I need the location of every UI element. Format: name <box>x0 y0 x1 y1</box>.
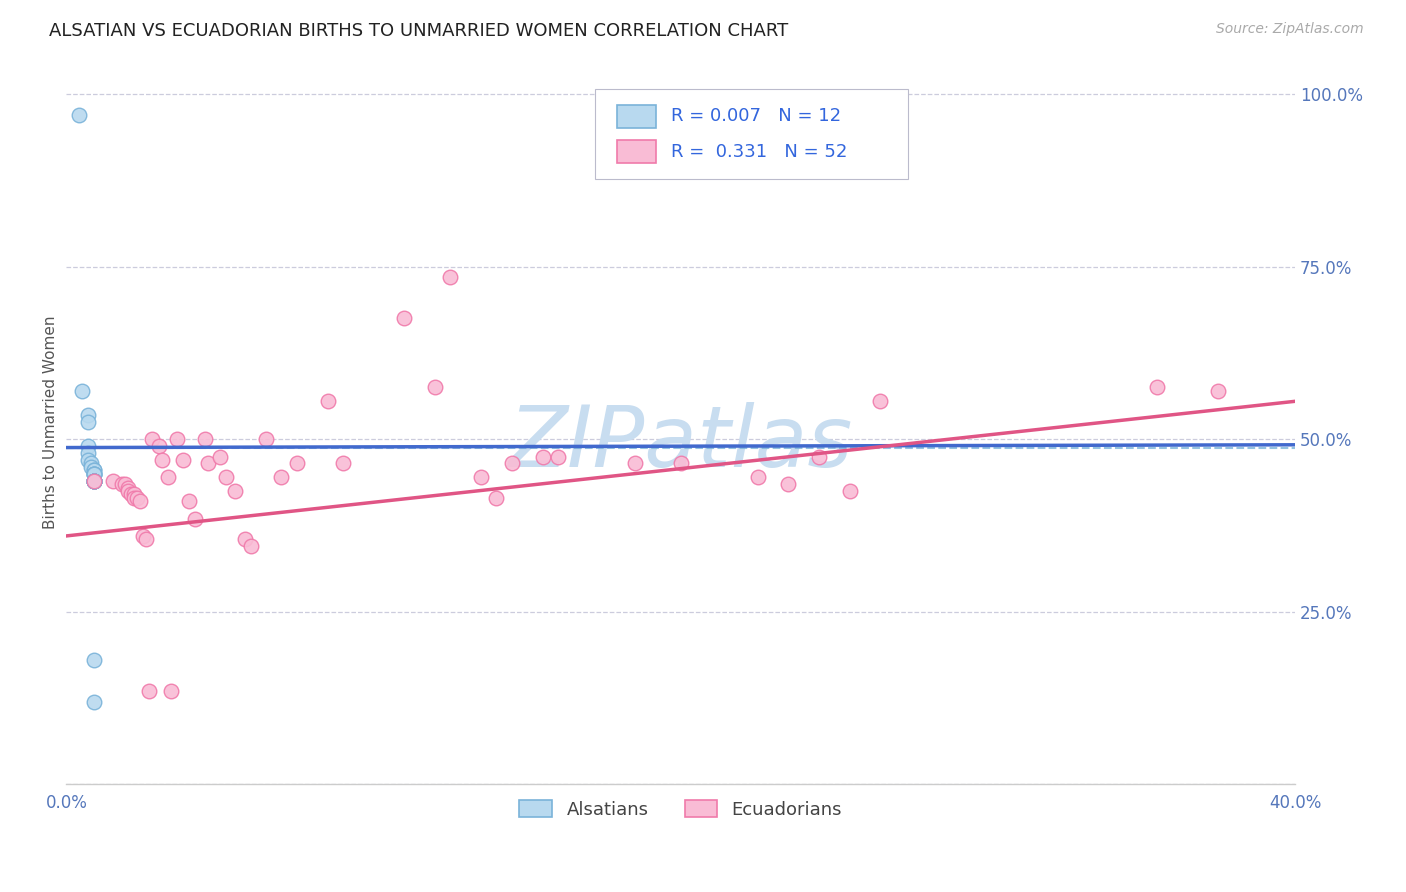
Point <box>394 311 416 326</box>
Point <box>83 474 105 488</box>
Point <box>132 529 155 543</box>
Legend: Alsatians, Ecuadorians: Alsatians, Ecuadorians <box>512 793 849 826</box>
Point <box>122 487 145 501</box>
Point <box>208 450 231 464</box>
Point <box>117 483 139 498</box>
Point <box>316 394 339 409</box>
Point <box>83 695 105 709</box>
Point <box>135 533 157 547</box>
Point <box>77 446 100 460</box>
Point <box>778 477 800 491</box>
Point <box>117 481 139 495</box>
Bar <box>617 140 657 163</box>
Point <box>194 432 217 446</box>
Point <box>485 491 508 505</box>
Point <box>83 474 105 488</box>
Point <box>439 270 461 285</box>
Point <box>807 450 830 464</box>
Point <box>669 457 692 471</box>
Point <box>239 539 262 553</box>
Point <box>332 457 354 471</box>
Point <box>122 491 145 505</box>
Point <box>83 653 105 667</box>
Point <box>1146 380 1168 394</box>
Point <box>156 470 179 484</box>
Point <box>179 494 201 508</box>
Point <box>101 474 124 488</box>
FancyBboxPatch shape <box>595 88 908 179</box>
Point <box>531 450 554 464</box>
Point <box>83 474 105 488</box>
Point <box>233 533 256 547</box>
Point <box>77 415 100 429</box>
Point <box>138 684 160 698</box>
Point <box>547 450 569 464</box>
Point <box>83 467 105 481</box>
Point <box>141 432 163 446</box>
Point <box>80 457 103 471</box>
Point <box>838 483 860 498</box>
Point <box>166 432 188 446</box>
Point <box>77 453 100 467</box>
Y-axis label: Births to Unmarried Women: Births to Unmarried Women <box>44 315 58 529</box>
Point <box>67 108 90 122</box>
Point <box>270 470 292 484</box>
Text: R = 0.007   N = 12: R = 0.007 N = 12 <box>671 107 841 125</box>
Point <box>83 474 105 488</box>
Point <box>83 463 105 477</box>
Point <box>224 483 246 498</box>
Point <box>254 432 277 446</box>
Point <box>83 467 105 481</box>
Point <box>869 394 891 409</box>
Bar <box>617 104 657 128</box>
Point <box>111 477 134 491</box>
Point <box>83 474 105 488</box>
Point <box>83 474 105 488</box>
Text: ZIPatlas: ZIPatlas <box>509 402 853 485</box>
Point <box>423 380 446 394</box>
Point <box>83 463 105 477</box>
Point <box>150 453 173 467</box>
Point <box>129 494 152 508</box>
Point <box>470 470 492 484</box>
Point <box>83 474 105 488</box>
Point <box>83 474 105 488</box>
Point <box>197 457 219 471</box>
Point <box>83 467 105 481</box>
Point <box>70 384 93 398</box>
Point <box>83 474 105 488</box>
Text: ALSATIAN VS ECUADORIAN BIRTHS TO UNMARRIED WOMEN CORRELATION CHART: ALSATIAN VS ECUADORIAN BIRTHS TO UNMARRI… <box>49 22 789 40</box>
Point <box>77 408 100 422</box>
Text: Source: ZipAtlas.com: Source: ZipAtlas.com <box>1216 22 1364 37</box>
Point <box>114 477 136 491</box>
Point <box>184 511 207 525</box>
Point <box>1206 384 1229 398</box>
Point <box>80 459 103 474</box>
Point <box>77 439 100 453</box>
Text: R =  0.331   N = 52: R = 0.331 N = 52 <box>671 143 848 161</box>
Point <box>172 453 194 467</box>
Point <box>120 487 142 501</box>
Point <box>747 470 769 484</box>
Point <box>148 439 170 453</box>
Point <box>83 474 105 488</box>
Point <box>623 457 645 471</box>
Point <box>160 684 183 698</box>
Point <box>285 457 308 471</box>
Point <box>83 474 105 488</box>
Point <box>215 470 238 484</box>
Point <box>83 474 105 488</box>
Point <box>501 457 523 471</box>
Point <box>127 491 149 505</box>
Point <box>83 467 105 481</box>
